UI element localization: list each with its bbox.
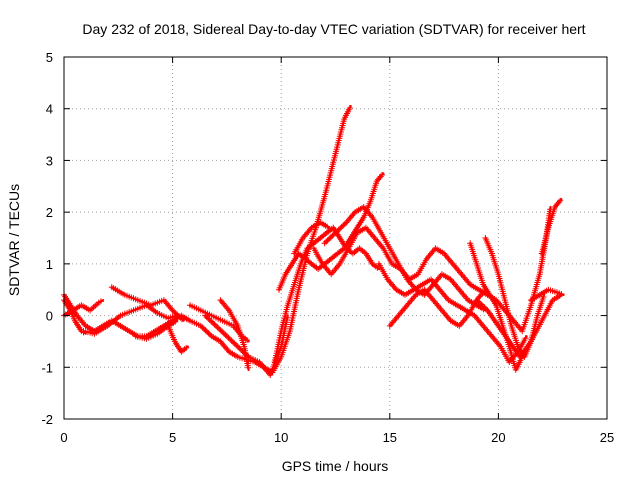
y-tick-label: 0 bbox=[46, 309, 53, 324]
series-markers bbox=[165, 322, 190, 355]
series-sat-05 bbox=[108, 284, 185, 323]
series-sat-23 bbox=[538, 197, 564, 257]
series-sat-14 bbox=[291, 219, 331, 257]
plot-data bbox=[61, 104, 565, 378]
series-markers bbox=[80, 302, 178, 337]
grid bbox=[64, 57, 607, 419]
series-markers bbox=[291, 219, 331, 257]
x-tick-label: 10 bbox=[274, 430, 288, 445]
y-tick-label: -2 bbox=[41, 412, 53, 427]
y-tick-label: 3 bbox=[46, 153, 53, 168]
series-markers bbox=[386, 286, 487, 329]
x-tick-label: 0 bbox=[60, 430, 67, 445]
chart-title: Day 232 of 2018, Sidereal Day-to-day VTE… bbox=[82, 21, 585, 37]
series-sat-15 bbox=[310, 205, 554, 335]
y-tick-label: 1 bbox=[46, 257, 53, 272]
series-sat-21 bbox=[473, 292, 563, 360]
x-tick-label: 15 bbox=[383, 430, 397, 445]
x-tick-label: 20 bbox=[491, 430, 505, 445]
series-sat-16 bbox=[321, 204, 487, 313]
x-tick-label: 25 bbox=[600, 430, 614, 445]
axis-ticks: 0 5 10 15 20 25 -2 -1 0 1 2 3 4 5 bbox=[41, 50, 614, 445]
y-tick-label: 4 bbox=[46, 102, 53, 117]
series-sat-11 bbox=[217, 297, 252, 371]
series-sat-06 bbox=[132, 318, 179, 342]
y-tick-label: 2 bbox=[46, 205, 53, 220]
series-sat-17 bbox=[375, 260, 529, 366]
x-axis-label: GPS time / hours bbox=[282, 458, 389, 474]
series-markers bbox=[108, 284, 185, 323]
series-sat-18 bbox=[386, 286, 487, 329]
plot-frame bbox=[63, 56, 608, 420]
series-sat-20 bbox=[482, 235, 547, 360]
series-sat-04 bbox=[80, 302, 178, 337]
series-line bbox=[312, 205, 552, 333]
series-sat-07 bbox=[165, 322, 190, 355]
series-markers bbox=[310, 206, 554, 335]
series-markers bbox=[473, 292, 563, 360]
y-tick-label: 5 bbox=[46, 50, 53, 65]
x-tick-label: 5 bbox=[169, 430, 176, 445]
series-markers bbox=[217, 297, 252, 371]
y-axis-label: SDTVAR / TECUs bbox=[6, 184, 22, 296]
series-markers bbox=[321, 204, 487, 313]
y-tick-label: -1 bbox=[41, 360, 53, 375]
series-markers bbox=[538, 197, 564, 257]
series-markers bbox=[528, 286, 565, 304]
series-sat-22 bbox=[528, 286, 565, 304]
